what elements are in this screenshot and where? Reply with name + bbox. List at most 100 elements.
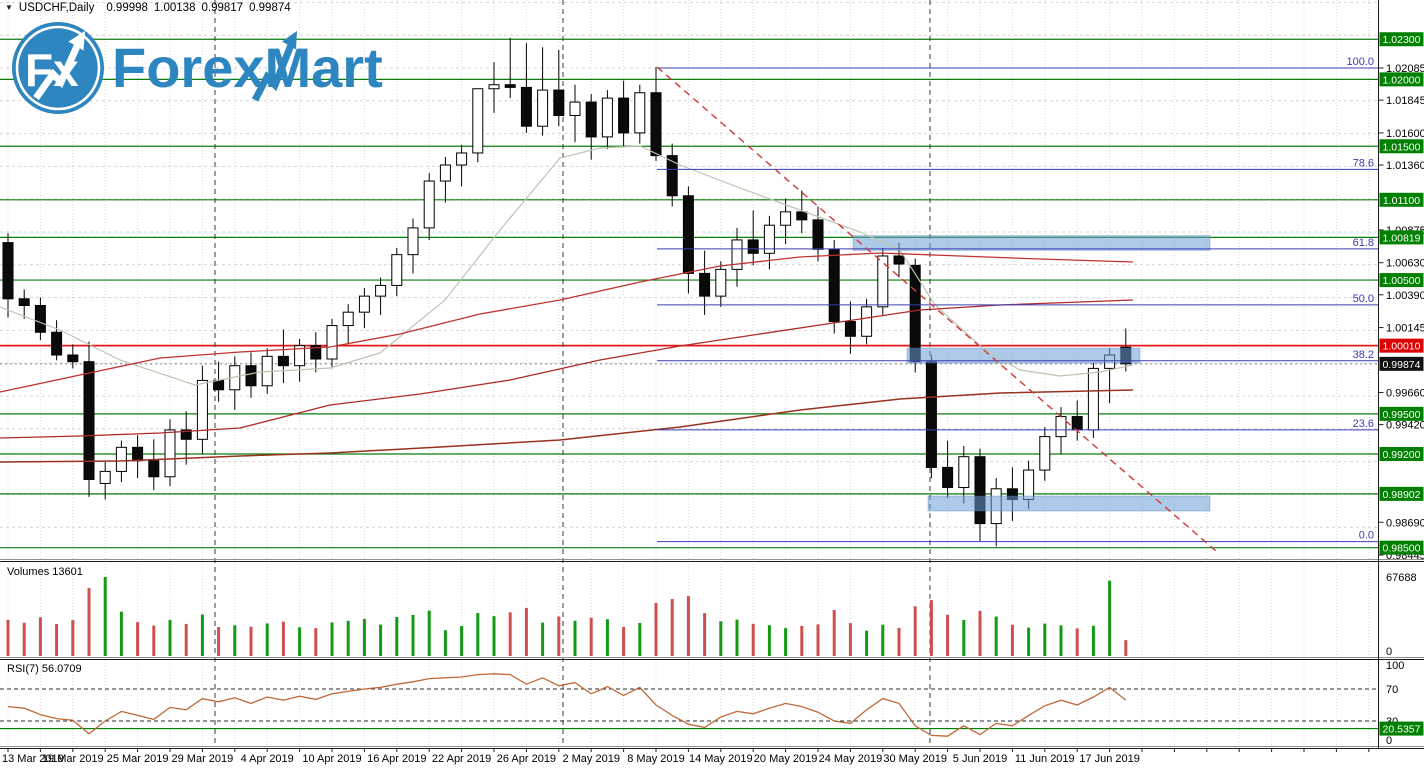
candle <box>828 248 840 323</box>
candle <box>553 89 565 116</box>
svg-text:0.98500: 0.98500 <box>1383 543 1421 555</box>
svg-text:26 Apr 2019: 26 Apr 2019 <box>497 753 556 765</box>
svg-text:1.02085: 1.02085 <box>1386 63 1424 75</box>
close-quote: 0.99874 <box>249 2 291 14</box>
candle <box>2 242 14 300</box>
candle <box>342 311 354 327</box>
candle <box>439 164 451 182</box>
candle <box>358 295 370 313</box>
candle <box>634 92 646 134</box>
candle <box>715 268 727 297</box>
svg-text:25 Mar 2019: 25 Mar 2019 <box>107 753 169 765</box>
candle <box>601 97 613 138</box>
candle <box>456 152 468 166</box>
svg-text:1.00390: 1.00390 <box>1386 290 1424 302</box>
svg-text:1.01600: 1.01600 <box>1386 128 1424 140</box>
candle <box>666 155 678 197</box>
svg-text:0.98902: 0.98902 <box>1383 489 1421 501</box>
candle <box>844 321 856 337</box>
candle <box>245 365 257 387</box>
candle <box>472 88 484 154</box>
svg-text:8 May 2019: 8 May 2019 <box>627 753 684 765</box>
logo-arrow-icon <box>33 31 85 101</box>
svg-text:0.99200: 0.99200 <box>1383 449 1421 461</box>
svg-text:70: 70 <box>1386 684 1398 696</box>
candle <box>18 298 30 306</box>
candle <box>196 379 208 440</box>
svg-text:78.6: 78.6 <box>1353 157 1374 169</box>
svg-text:0.99500: 0.99500 <box>1383 409 1421 421</box>
candle <box>375 284 387 297</box>
candle <box>942 466 954 488</box>
svg-text:30 May 2019: 30 May 2019 <box>883 753 947 765</box>
svg-text:20.5357: 20.5357 <box>1383 724 1421 736</box>
candle <box>132 446 144 462</box>
candle <box>780 211 792 226</box>
svg-text:4 Apr 2019: 4 Apr 2019 <box>241 753 294 765</box>
ma-fast <box>0 252 1134 393</box>
forexmart-logo: Fx ForexMart <box>8 14 408 137</box>
svg-text:0: 0 <box>1386 646 1392 658</box>
candle <box>958 456 970 488</box>
candle <box>326 325 338 360</box>
svg-text:14 May 2019: 14 May 2019 <box>689 753 753 765</box>
svg-text:5 Jun 2019: 5 Jun 2019 <box>953 753 1007 765</box>
candle <box>83 361 95 480</box>
svg-text:1.01500: 1.01500 <box>1383 141 1421 153</box>
volumes-indicator-label: Volumes 13601 <box>7 566 83 578</box>
candle <box>1023 469 1035 501</box>
svg-text:0.99420: 0.99420 <box>1386 420 1424 432</box>
svg-text:22 Apr 2019: 22 Apr 2019 <box>432 753 491 765</box>
candle <box>1087 367 1099 431</box>
highlight-zones <box>852 235 1211 512</box>
candle <box>585 101 597 138</box>
svg-text:29 Mar 2019: 29 Mar 2019 <box>172 753 234 765</box>
dropdown-arrow-icon[interactable]: ▼ <box>5 3 13 12</box>
candle <box>407 227 419 256</box>
svg-text:50.0: 50.0 <box>1353 293 1374 305</box>
moving-averages <box>0 145 1134 463</box>
svg-text:1.01845: 1.01845 <box>1386 95 1424 107</box>
rsi-indicator-label: RSI(7) 56.0709 <box>7 663 82 675</box>
candle <box>488 84 500 90</box>
svg-text:11 Jun 2019: 11 Jun 2019 <box>1015 753 1075 765</box>
candle <box>650 92 662 157</box>
candle <box>67 354 79 363</box>
panel-borders <box>0 0 1424 749</box>
svg-text:1.01100: 1.01100 <box>1383 195 1420 207</box>
svg-text:1.00145: 1.00145 <box>1386 323 1424 335</box>
svg-text:0.98690: 0.98690 <box>1386 517 1424 529</box>
trendline <box>656 66 1217 552</box>
candle <box>164 429 176 478</box>
candle <box>277 355 289 367</box>
svg-text:1.00630: 1.00630 <box>1386 258 1424 270</box>
svg-text:100.0: 100.0 <box>1346 56 1374 68</box>
svg-text:1.00500: 1.00500 <box>1383 275 1421 287</box>
volume-panel <box>6 577 1128 656</box>
candle <box>391 254 403 286</box>
candle <box>618 97 630 134</box>
candle <box>877 255 889 308</box>
candle <box>180 429 192 440</box>
candle <box>310 345 322 360</box>
svg-text:0.99660: 0.99660 <box>1386 387 1424 399</box>
svg-text:0.99874: 0.99874 <box>1383 359 1421 371</box>
logo-wordmark-arrow-icon <box>251 31 297 102</box>
candle <box>294 345 306 367</box>
candle <box>974 456 986 525</box>
candle <box>1039 436 1051 471</box>
rsi-panel <box>0 673 1379 737</box>
svg-text:61.8: 61.8 <box>1353 237 1374 249</box>
svg-text:1.00010: 1.00010 <box>1383 341 1421 353</box>
svg-text:38.2: 38.2 <box>1353 349 1374 361</box>
candle <box>148 460 160 478</box>
candle <box>99 470 111 484</box>
candle <box>763 224 775 254</box>
candle <box>747 239 759 254</box>
svg-text:0.0: 0.0 <box>1359 530 1374 542</box>
ma-slow <box>0 389 1134 463</box>
candle <box>1055 416 1067 438</box>
